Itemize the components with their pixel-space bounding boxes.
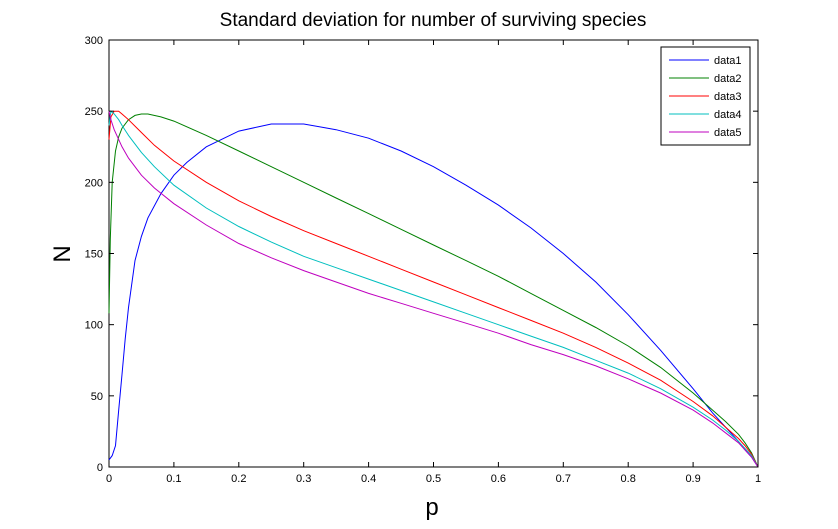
legend: data1 data2 data3 data4 data5 (660, 46, 751, 146)
chart-title: Standard deviation for number of survivi… (220, 10, 647, 31)
legend-label-data4: data4 (714, 109, 742, 121)
x-axis-label: p (425, 494, 438, 521)
y-tick-label: 300 (85, 35, 103, 47)
legend-label-data3: data3 (714, 91, 742, 103)
x-tick-label: 0.8 (621, 473, 636, 485)
x-tick-label: 0.2 (231, 473, 246, 485)
y-tick-label: 100 (85, 320, 103, 332)
y-tick-label: 50 (91, 391, 103, 403)
x-tick-label: 0 (106, 473, 112, 485)
x-tick-label: 0.6 (491, 473, 506, 485)
series-line-data2 (108, 113, 759, 468)
series-line-data5 (108, 111, 759, 468)
x-tick-label: 0.3 (296, 473, 311, 485)
x-tick-label: 1 (755, 473, 761, 485)
legend-label-data5: data5 (714, 127, 742, 139)
y-tick-label: 250 (85, 106, 103, 118)
y-tick-label: 200 (85, 177, 103, 189)
plot-area (108, 39, 759, 468)
x-tick-label: 0.4 (361, 473, 376, 485)
x-tick-label: 0.9 (685, 473, 700, 485)
x-tick-label: 0.7 (556, 473, 571, 485)
x-tick-label: 0.5 (426, 473, 441, 485)
legend-label-data2: data2 (714, 73, 742, 85)
y-axis-label: N (49, 245, 76, 262)
series-line-data1 (108, 123, 759, 468)
x-tick-label: 0.1 (166, 473, 181, 485)
series-layer (108, 110, 759, 468)
series-line-data4 (108, 110, 759, 468)
legend-label-data1: data1 (714, 55, 742, 67)
series-line-data3 (108, 110, 759, 468)
y-tick-label: 150 (85, 249, 103, 261)
y-tick-label: 0 (97, 462, 103, 474)
axes-layer: 0 0.1 0.2 0.3 0.4 0.5 0.6 0.7 0.8 0.9 1 0 50 100 150 20… (85, 35, 761, 485)
